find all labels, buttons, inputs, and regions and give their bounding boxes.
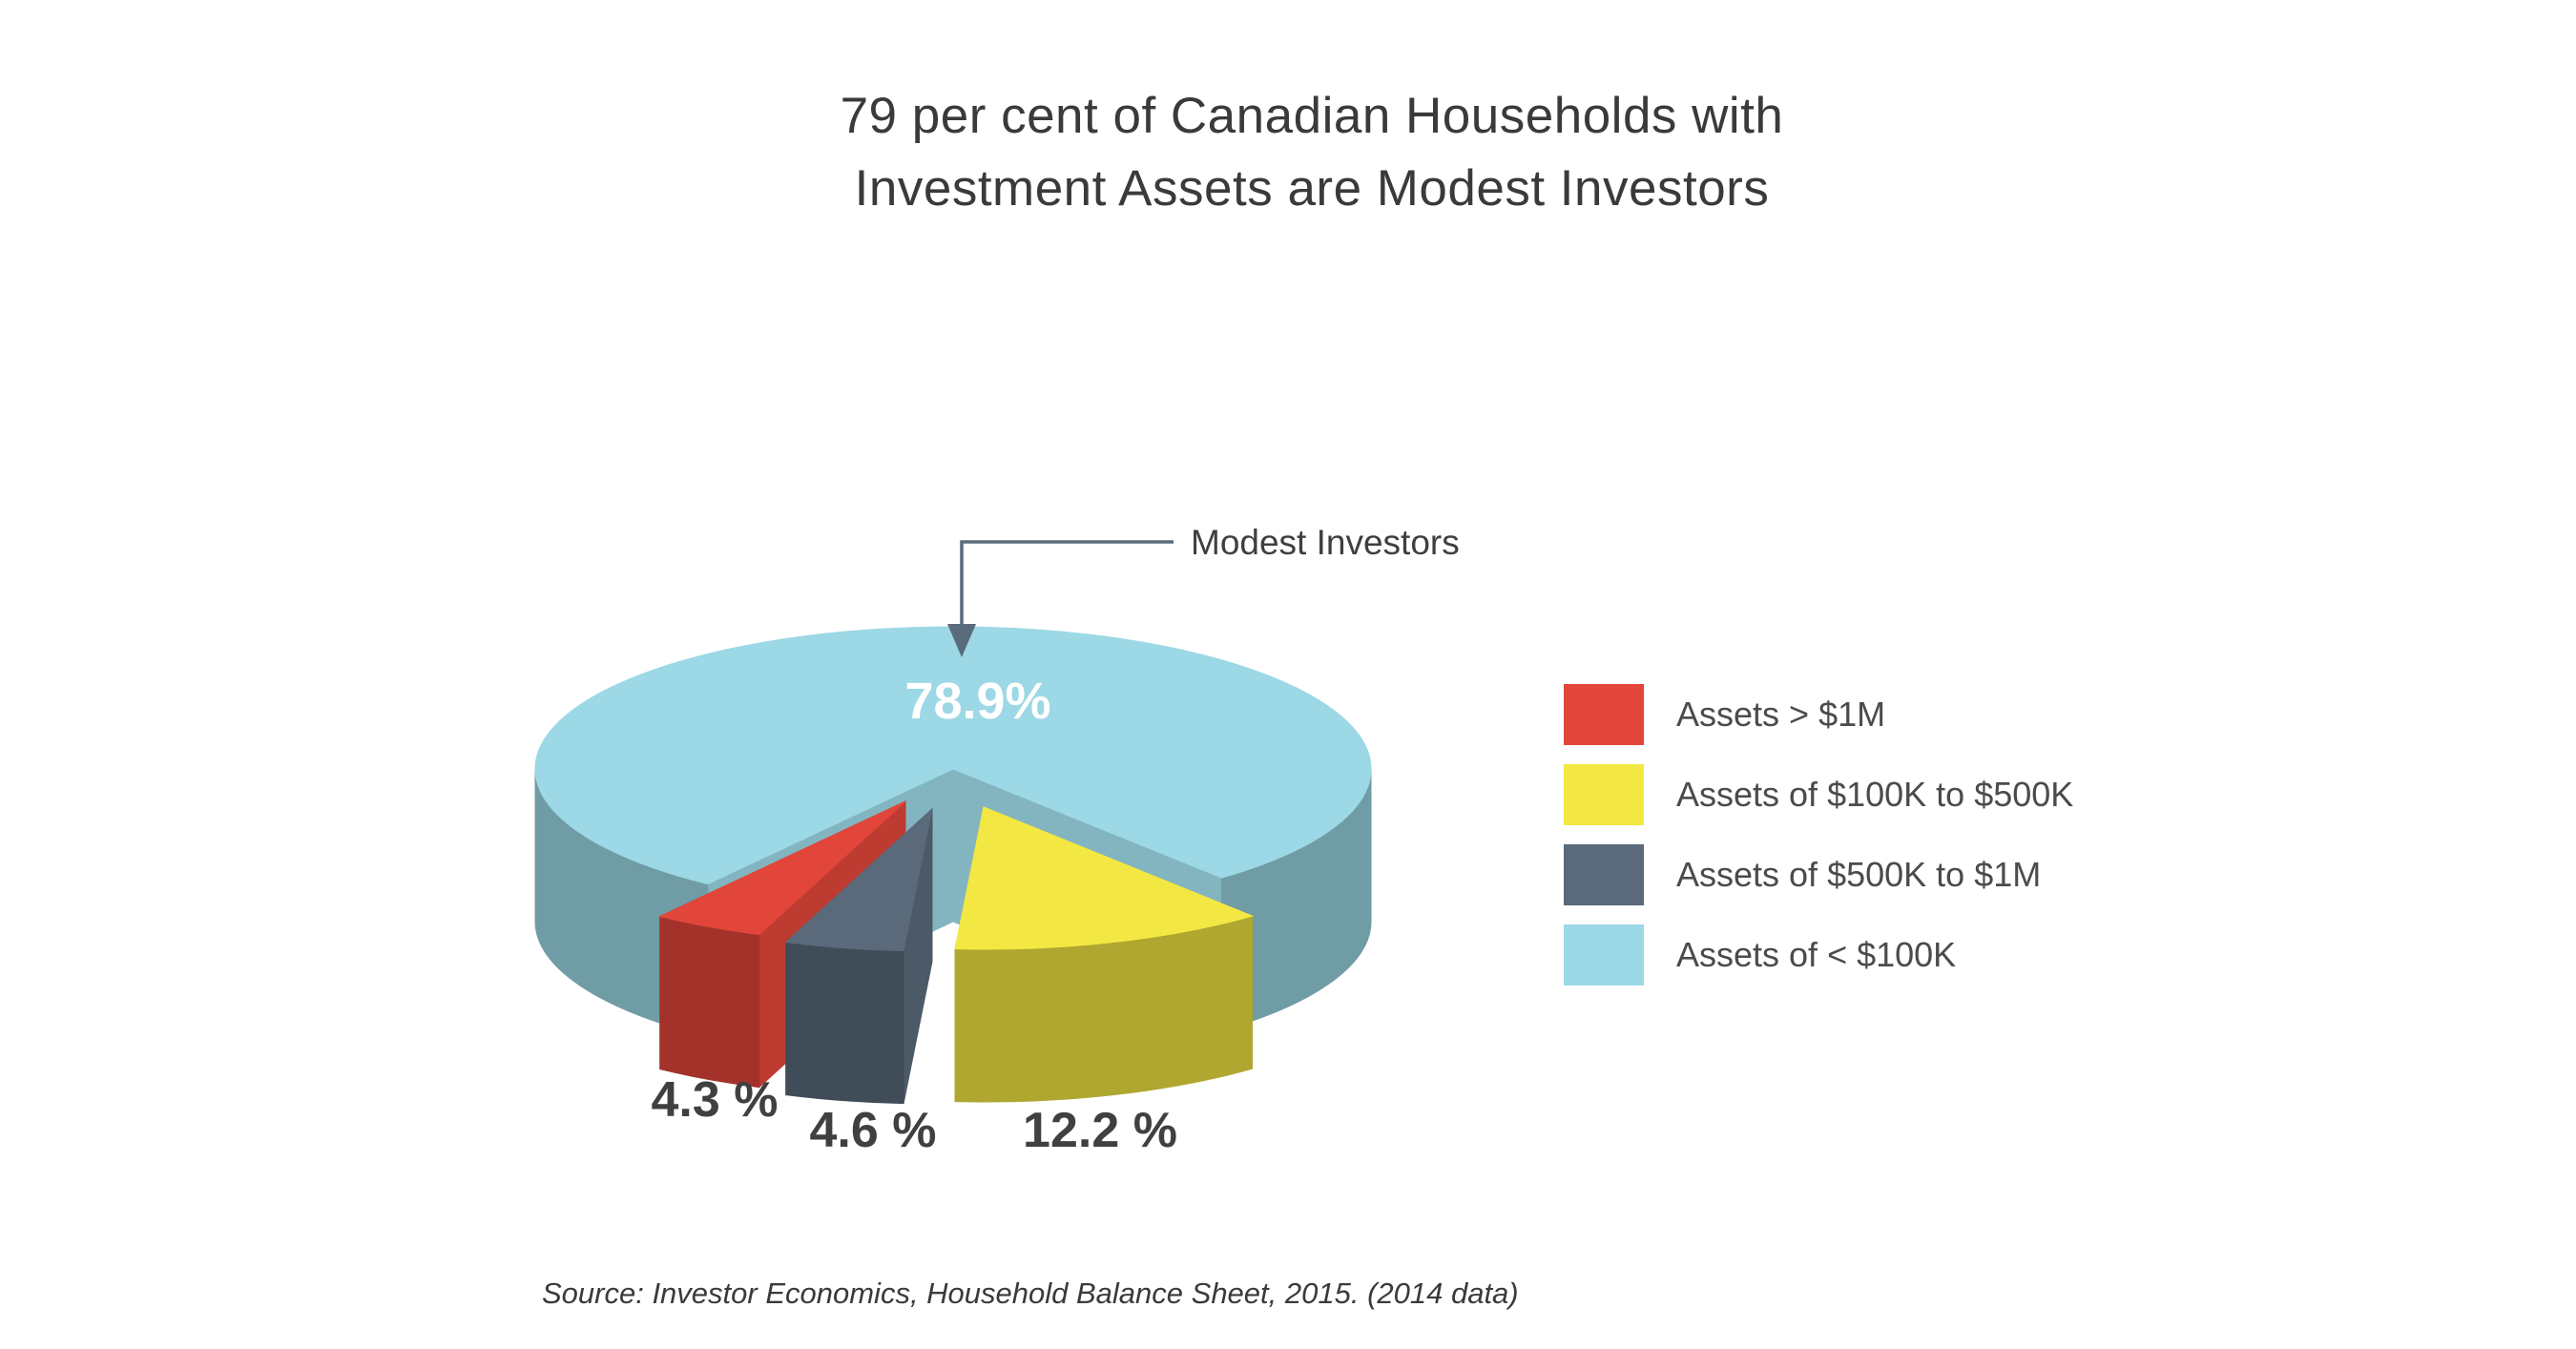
legend-label: Assets of < $100K xyxy=(1676,935,1957,974)
legend-label: Assets of $500K to $1M xyxy=(1676,855,2042,894)
legend-swatch-yellow xyxy=(1564,764,1644,825)
pie-slice-2 xyxy=(784,807,933,1105)
legend-swatch-blue xyxy=(1564,924,1644,986)
callout: Modest Investors xyxy=(947,523,1460,657)
legend-swatch-red xyxy=(1564,684,1644,745)
source-note: Source: Investor Economics, Household Ba… xyxy=(542,1276,1519,1310)
legend-item-assets-under-100k: Assets of < $100K xyxy=(1564,924,2073,986)
callout-label: Modest Investors xyxy=(1191,523,1460,562)
slice-label-assets-over-1m: 4.3 % xyxy=(652,1072,779,1128)
chart-title: 79 per cent of Canadian Households with … xyxy=(24,80,2576,225)
chart-title-line1: 79 per cent of Canadian Households with xyxy=(840,88,1784,144)
legend-label: Assets > $1M xyxy=(1676,695,1886,734)
pie-slice-rim xyxy=(785,942,904,1105)
legend-item-assets-over-1m: Assets > $1M xyxy=(1564,684,2073,745)
pie-slice-top xyxy=(784,807,933,952)
legend: Assets > $1M Assets of $100K to $500K As… xyxy=(1564,684,2073,1005)
pie-slice-top xyxy=(534,626,1372,885)
callout-arrowhead-icon xyxy=(947,624,976,657)
slice-label-assets-100k-500k: 12.2 % xyxy=(1023,1103,1177,1158)
legend-item-assets-100k-500k: Assets of $100K to $500K xyxy=(1564,764,2073,825)
pie-chart xyxy=(534,626,1372,1105)
pie-slice-top xyxy=(954,806,1255,950)
legend-label: Assets of $100K to $500K xyxy=(1676,775,2074,814)
legend-swatch-slate xyxy=(1564,844,1644,905)
slice-label-modest-investors: 78.9% xyxy=(904,673,1050,730)
pie-slice-rim xyxy=(659,915,760,1089)
chart-title-line2: Investment Assets are Modest Investors xyxy=(854,160,1770,217)
slice-label-assets-500k-1m: 4.6 % xyxy=(810,1103,937,1158)
legend-item-assets-500k-1m: Assets of $500K to $1M xyxy=(1564,844,2073,905)
pie-slice-top xyxy=(658,800,906,936)
pie-slice-3 xyxy=(954,806,1255,1103)
callout-line xyxy=(960,540,1174,626)
